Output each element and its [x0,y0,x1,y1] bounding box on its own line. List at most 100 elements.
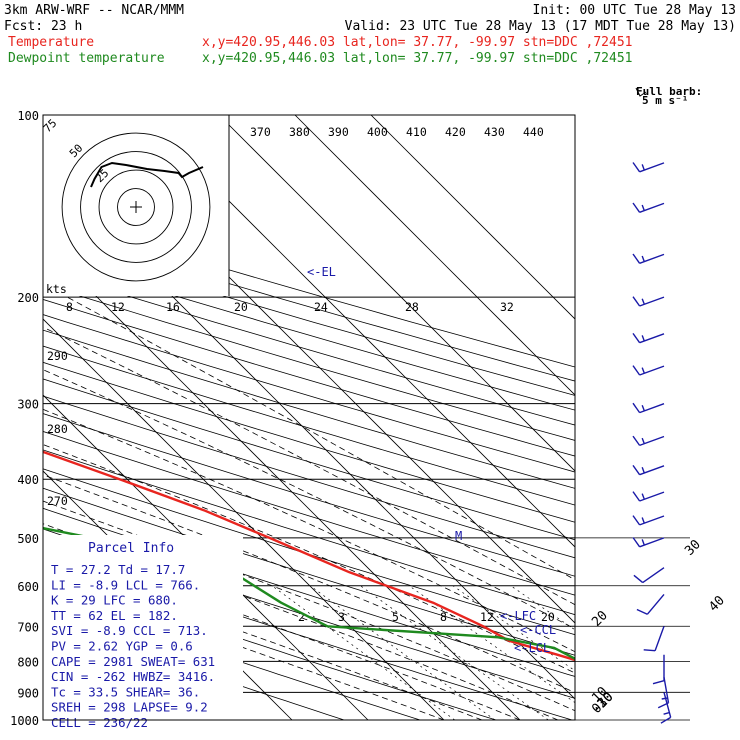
dry-adiabat [43,269,575,426]
pressure-tick-label: 400 [17,473,39,487]
wind-barb [632,464,665,476]
parcel-info-title: Parcel Info [88,541,174,556]
hodograph-speed-label: 16 [166,300,180,314]
wind-barb [660,692,672,724]
parcel-info-row: PV = 2.62 YGP = 0.6 [51,639,193,654]
hodograph-ring [61,132,211,282]
pressure-tick-label: 700 [17,620,39,634]
isotherm-line [370,115,575,320]
parcel-info-row: TT = 62 EL = 182. [51,608,178,623]
dry-adiabat [43,214,575,368]
dry-adiabat [43,345,575,506]
mixing-ratio-line [360,585,549,720]
theta-labels: 370 380 390 400 410 420 430 440 290 280 270 [47,125,544,508]
hodograph-speed-label: 20 [234,300,248,314]
wind-barb [632,365,665,376]
theta-label: 390 [328,125,349,139]
hodograph-speed-label: kts [46,282,67,296]
temperature-profile [43,450,575,662]
theta-label: 370 [250,125,271,139]
theta-label: 280 [47,422,68,436]
mixing-ratio-label: 5 [392,610,399,624]
mixing-ratio-label: 8 [440,610,447,624]
dry-adiabat [43,284,575,441]
pressure-tick-label: 300 [17,398,39,412]
wind-barb [632,435,665,447]
barb-legend-title: Full barb: [636,85,702,98]
parcel-info-row: CAPE = 2981 SWEAT= 631 [51,654,215,669]
model-title: 3km ARW-WRF -- NCAR/MMM [4,3,184,18]
wind-barb [632,332,665,344]
theta-label: 410 [406,125,427,139]
dry-adiabat [43,594,421,720]
parcel-marker-label: <-LCL [514,641,550,655]
wind-barb [643,626,665,652]
temperature-tick-label: 40 [706,593,728,615]
parcel-info-row: K = 29 LFC = 680. [51,593,178,608]
theta-label: 400 [367,125,388,139]
hodograph-speed-label: 12 [111,300,125,314]
dewpoint-profile [43,526,575,661]
barb-legend-units: 5 m s⁻¹ [642,94,688,107]
wind-barb [632,402,665,414]
parcel-marker-label: M [455,529,462,543]
wind-barb [632,296,665,307]
hodograph-ring [98,169,174,245]
dry-adiabat [43,329,575,489]
hodograph-speed-label: 28 [405,300,419,314]
isotherm-line [142,115,575,548]
parcel-info-row: LI = -8.9 LCL = 766. [51,577,200,592]
parcel-info-row: T = 27.2 Td = 17.7 [51,562,185,577]
valid-time: Valid: 23 UTC Tue 28 May 13 (17 MDT Tue … [345,19,736,34]
legend-dewpoint: Dewpoint temperature [8,51,165,66]
wind-barb [632,537,665,548]
mixing-ratio-label: 3 [338,610,345,624]
wind-barb [632,491,665,502]
wind-barb [632,253,665,264]
pressure-axis-labels: 100 200 300 400 500 600 700 800 900 1000 [10,109,39,728]
wind-barbs [632,162,672,724]
barb-legend-icon [635,87,647,97]
dry-adiabat [43,241,575,396]
dry-adiabat [43,468,575,636]
isotherm-line [43,242,521,720]
hodograph-line [90,161,204,188]
pressure-tick-label: 600 [17,580,39,594]
theta-label: 380 [289,125,310,139]
init-time: Init: 00 UTC Tue 28 May 13 [533,3,737,18]
dry-adiabat [43,227,575,382]
plot-frame [42,114,576,721]
wind-barb [632,515,665,526]
hodograph-trace [90,161,204,188]
theta-label: 420 [445,125,466,139]
mixing-ratio-label: 2 [298,610,305,624]
isotherm-line [294,115,575,396]
parcel-markers: <-EL M <-LFC<-CCL <-LCL [307,265,556,655]
temperature-location: x,y=420.95,446.03 lat,lon= 37.77, -99.97… [202,35,632,50]
mixing-ratio-line [309,585,496,720]
dry-adiabat [43,413,575,577]
mixing-ratio-line [271,585,456,720]
theta-label: 430 [484,125,505,139]
parcel-info-box: Parcel Info T = 27.2 Td = 17.7LI = -8.9 … [43,535,243,730]
hodograph-ring [80,151,192,263]
dewpoint-location: x,y=420.95,446.03 lat,lon= 37.77, -99.97… [202,51,632,66]
isotherm-line [43,318,445,720]
pressure-tick-label: 200 [17,291,39,305]
hodograph-speed-label: 8 [66,300,73,314]
pressure-tick-label: 100 [17,109,39,123]
theta-label: 290 [47,349,68,363]
parcel-info-row: SVI = -8.9 CCL = 713. [51,623,208,638]
wind-barb [636,593,665,615]
pressure-tick-label: 900 [17,686,39,700]
isotherm-line [43,394,369,720]
dry-adiabat [43,449,575,616]
pressure-tick-label: 1000 [10,714,39,728]
theta-label: 270 [47,494,68,508]
wind-barb [632,162,665,173]
parcel-info-row: SREH = 298 LAPSE= 9.2 [51,700,208,715]
profiles [43,450,575,662]
mixing-ratio-labels: 2 3 5 8 12 20 [298,610,555,624]
